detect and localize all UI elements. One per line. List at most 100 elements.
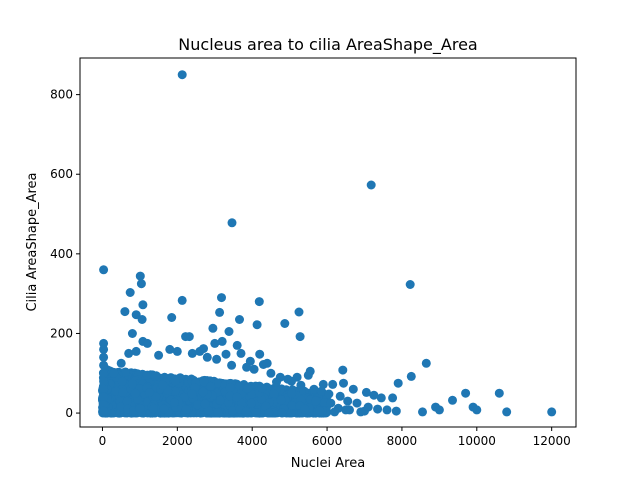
data-point bbox=[252, 320, 262, 330]
cluster-point bbox=[257, 383, 267, 393]
data-point bbox=[184, 332, 194, 342]
data-point bbox=[280, 319, 290, 328]
x-axis-ticks: 0 2000 4000 6000 8000 10000 12000 bbox=[99, 427, 571, 448]
data-point bbox=[131, 346, 141, 356]
data-point bbox=[221, 349, 231, 359]
cluster-point bbox=[130, 388, 140, 398]
data-point bbox=[311, 396, 321, 406]
cluster-point bbox=[187, 389, 197, 399]
cluster-point bbox=[276, 395, 286, 405]
data-point bbox=[215, 307, 225, 317]
data-point bbox=[236, 348, 246, 358]
data-point bbox=[177, 295, 187, 305]
y-tick-label: 0 bbox=[65, 406, 73, 420]
cluster-point bbox=[225, 391, 235, 401]
data-point bbox=[232, 340, 242, 350]
data-point bbox=[212, 354, 222, 364]
x-tick-label: 12000 bbox=[533, 434, 571, 448]
points-layer bbox=[98, 70, 557, 418]
cluster-point bbox=[158, 380, 168, 390]
data-point bbox=[127, 329, 137, 338]
data-point bbox=[255, 349, 265, 359]
data-point bbox=[316, 386, 326, 396]
data-point bbox=[300, 404, 310, 414]
data-point bbox=[99, 368, 109, 378]
data-point bbox=[235, 315, 244, 324]
y-tick-label: 200 bbox=[50, 326, 73, 340]
data-point bbox=[341, 405, 351, 415]
data-point bbox=[324, 389, 334, 399]
cluster-point bbox=[170, 376, 180, 386]
data-point bbox=[224, 327, 234, 336]
cluster-point bbox=[135, 404, 145, 414]
data-point bbox=[502, 407, 512, 417]
data-point bbox=[376, 393, 386, 403]
data-point bbox=[202, 352, 212, 362]
cluster-point bbox=[144, 388, 154, 398]
data-point bbox=[99, 392, 109, 402]
cluster-point bbox=[170, 386, 180, 396]
y-tick-label: 600 bbox=[50, 167, 73, 181]
data-point bbox=[254, 297, 264, 307]
data-point bbox=[326, 398, 336, 408]
data-point bbox=[99, 344, 109, 354]
data-point bbox=[125, 288, 135, 297]
cluster-point bbox=[150, 372, 160, 381]
data-point bbox=[187, 348, 197, 358]
cluster-point bbox=[225, 383, 235, 393]
data-point bbox=[328, 379, 338, 389]
data-point bbox=[109, 368, 119, 378]
cluster-point bbox=[216, 395, 225, 405]
data-point bbox=[418, 407, 427, 417]
cluster-point bbox=[261, 401, 271, 411]
data-point bbox=[217, 336, 227, 346]
cluster-point bbox=[120, 367, 130, 377]
cluster-point bbox=[198, 387, 208, 397]
data-point bbox=[137, 315, 147, 324]
data-point bbox=[363, 402, 373, 412]
data-point bbox=[99, 376, 109, 386]
cluster-point bbox=[142, 370, 152, 380]
x-tick-label: 8000 bbox=[387, 434, 418, 448]
data-point bbox=[135, 271, 145, 281]
data-point bbox=[177, 70, 187, 80]
y-tick-label: 800 bbox=[50, 88, 73, 102]
y-tick-label: 400 bbox=[50, 247, 73, 261]
data-point bbox=[249, 364, 259, 374]
data-point bbox=[116, 358, 126, 368]
cluster-point bbox=[206, 381, 216, 391]
cluster-point bbox=[148, 404, 158, 414]
data-point bbox=[165, 344, 175, 354]
data-point bbox=[434, 405, 444, 415]
data-point bbox=[208, 323, 218, 333]
data-point bbox=[369, 390, 379, 400]
data-point bbox=[315, 406, 325, 416]
data-point bbox=[99, 384, 109, 394]
data-point bbox=[266, 368, 276, 378]
x-tick-label: 0 bbox=[99, 434, 107, 448]
cluster-point bbox=[319, 398, 329, 407]
data-point bbox=[366, 180, 376, 190]
data-point bbox=[275, 372, 285, 382]
cluster-point bbox=[199, 377, 209, 387]
chart-title: Nucleus area to cilia AreaShape_Area bbox=[178, 35, 477, 55]
cluster-point bbox=[159, 404, 169, 414]
data-point bbox=[227, 360, 237, 370]
data-point bbox=[388, 393, 398, 403]
cluster-point bbox=[286, 408, 296, 418]
data-point bbox=[356, 407, 366, 417]
cluster-point bbox=[213, 408, 223, 418]
data-point bbox=[303, 370, 313, 380]
data-point bbox=[461, 388, 471, 398]
cluster-point bbox=[181, 405, 191, 414]
x-tick-label: 4000 bbox=[237, 434, 268, 448]
cluster-point bbox=[200, 399, 210, 409]
cluster-point bbox=[118, 387, 128, 397]
data-point bbox=[352, 398, 362, 408]
data-point bbox=[338, 365, 348, 375]
cluster-point bbox=[122, 396, 132, 406]
cluster-point bbox=[243, 383, 253, 393]
data-point bbox=[421, 358, 431, 368]
x-tick-label: 10000 bbox=[458, 434, 496, 448]
data-point bbox=[99, 360, 109, 370]
